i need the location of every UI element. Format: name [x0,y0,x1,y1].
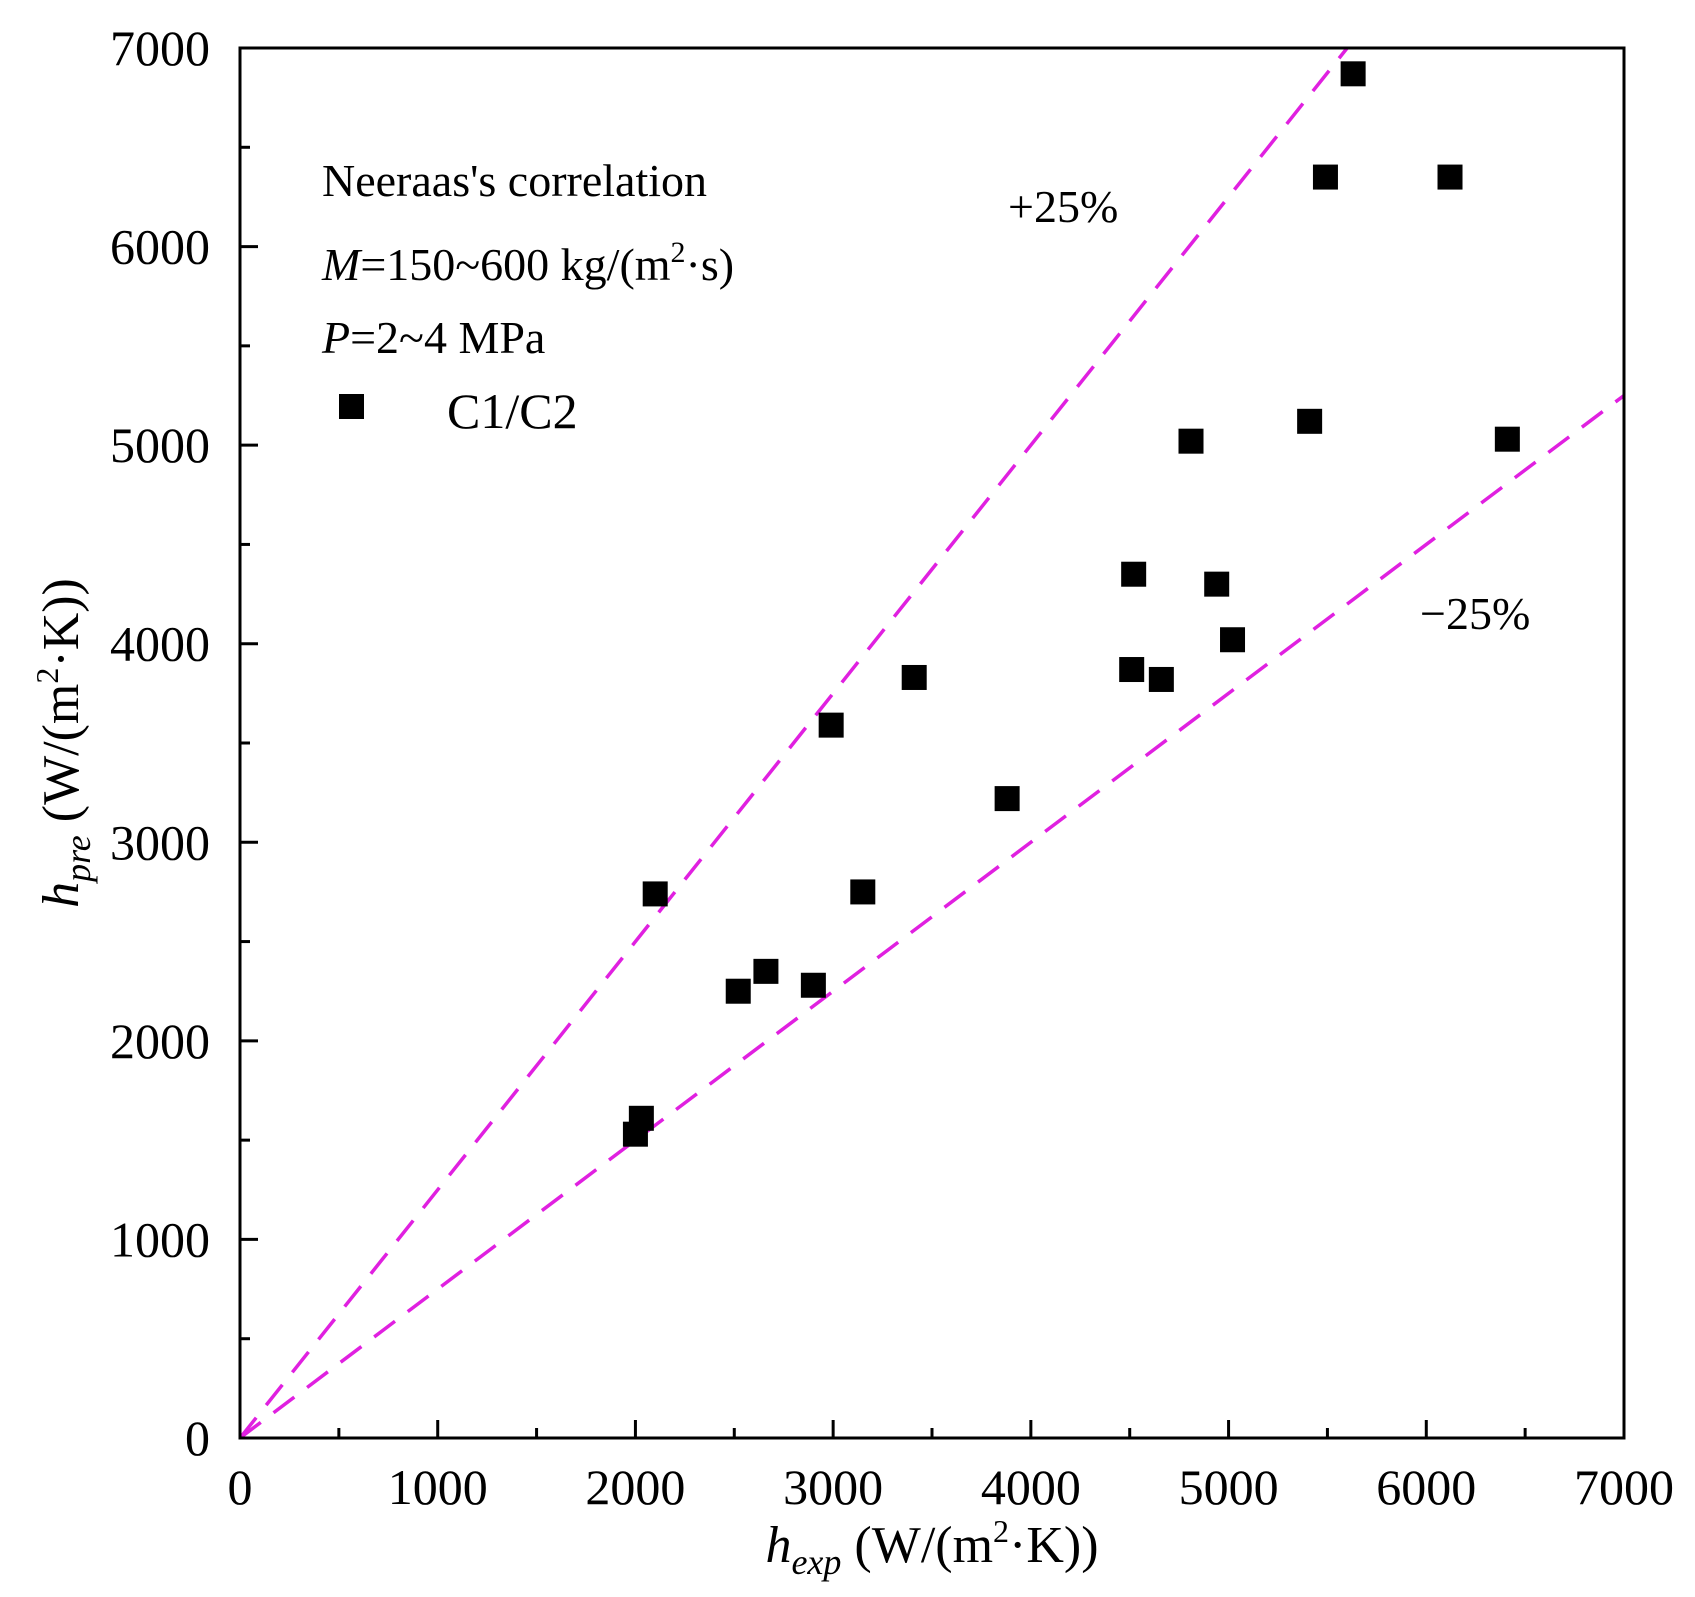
y-axis-title-sub: pre [58,835,98,885]
axis-ticks [238,46,1626,1440]
legend-marker [339,394,364,419]
y-tick-label: 4000 [110,616,210,672]
y-tick-label: 2000 [110,1013,210,1069]
y-axis-title: hpre (W/(m2·K)) [29,578,98,908]
y-tick-label: 7000 [110,20,210,76]
data-point [1204,571,1230,597]
annotation-mass-flux: M=150~600 kg/(m2·s) [321,236,734,290]
data-point [818,712,844,738]
x-tick-label: 4000 [981,1459,1081,1515]
y-axis-title-unit: (W/(m [33,684,90,836]
x-tick-label: 7000 [1574,1459,1674,1515]
data-point [850,879,876,905]
data-point [994,786,1020,812]
data-point [628,1105,654,1131]
x-tick-label: 1000 [388,1459,488,1515]
y-tick-label: 1000 [110,1211,210,1267]
legend-label: C1/C2 [447,383,578,439]
data-point [1437,164,1463,190]
y-tick-label: 6000 [110,219,210,275]
data-point [642,881,668,907]
scatter-points [622,61,1520,1147]
y-tick-label: 3000 [110,814,210,870]
data-point [1340,61,1366,87]
data-point [1220,627,1246,653]
data-point [1178,428,1204,454]
annotation-mass-flux-var: M [321,239,363,290]
data-point [1494,426,1520,452]
annotation-pressure-var: P [321,312,350,363]
annotation-mass-flux-unit: ·s) [686,239,735,290]
data-point [901,664,927,690]
upper-band-line [240,48,1349,1438]
y-tick-label: 0 [185,1410,210,1466]
x-tick-label: 3000 [783,1459,883,1515]
data-point [725,978,751,1004]
annotation-pressure-text: =2~4 MPa [350,312,545,363]
data-point [800,972,826,998]
x-axis-title-sub: exp [791,1542,841,1582]
x-axis-title-sup: 2 [993,1513,1009,1549]
x-axis-title-unit-end: ·K)) [1009,1517,1099,1574]
x-tick-label: 2000 [585,1459,685,1515]
y-axis-title-unit-end: ·K)) [33,578,90,668]
data-point [1312,164,1338,190]
reference-lines [240,48,1624,1438]
lower-band-label: −25% [1420,588,1530,639]
x-axis-title: hexp (W/(m2·K)) [765,1513,1098,1582]
upper-band-label: +25% [1008,181,1118,232]
data-point [1119,657,1145,683]
data-point [753,958,779,984]
annotation-mass-flux-sup: 2 [671,236,686,269]
data-point [1148,666,1174,692]
annotation-correlation: Neeraas's correlation [322,155,707,206]
x-axis-title-h: h [765,1517,791,1574]
x-tick-label: 5000 [1179,1459,1279,1515]
y-axis-title-h: h [33,882,90,908]
data-point [1297,408,1323,434]
x-tick-labels: 0 1000 2000 3000 4000 5000 6000 7000 [228,1459,1675,1515]
annotation-mass-flux-text: =150~600 kg/(m [360,239,670,290]
annotation-pressure: P=2~4 MPa [321,312,545,363]
x-tick-label: 0 [228,1459,253,1515]
y-tick-label: 5000 [110,417,210,473]
data-point [1121,561,1147,587]
x-tick-label: 6000 [1376,1459,1476,1515]
y-axis-title-sup: 2 [29,668,65,684]
lower-band-line [240,394,1624,1438]
y-tick-labels: 0 1000 2000 3000 4000 5000 6000 7000 [110,20,210,1466]
x-axis-title-unit: (W/(m [841,1517,993,1574]
